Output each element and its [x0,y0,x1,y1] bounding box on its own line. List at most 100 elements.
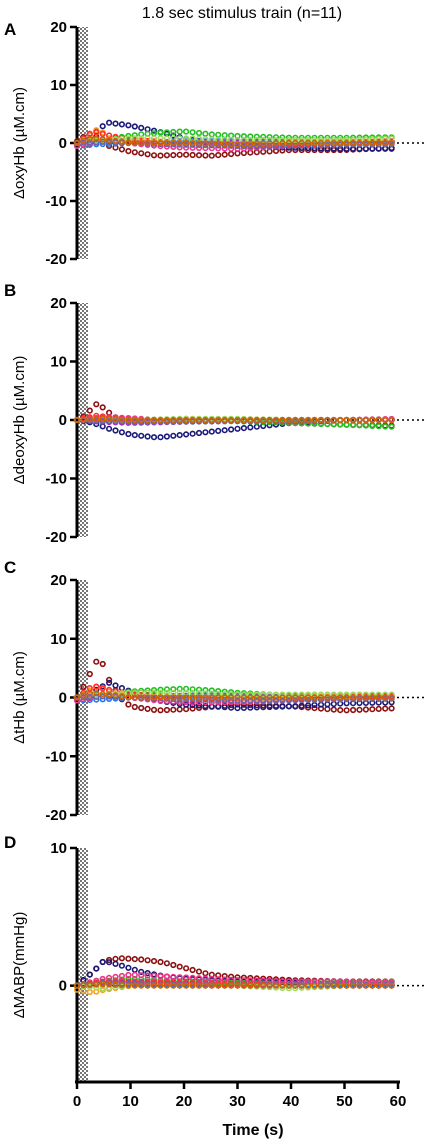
data-point [311,982,318,989]
data-point [260,982,267,989]
y-tick-label: 20 [50,572,67,589]
data-point [163,152,170,159]
data-point [324,142,331,149]
y-axis-label: ΔoxyHb (µM.cm) [11,87,28,199]
data-point [208,131,215,138]
data-point [93,683,100,690]
data-point [176,982,183,989]
data-point [266,697,273,704]
data-point [157,129,164,136]
data-point [125,416,132,424]
data-point [112,981,119,989]
data-point [362,978,370,986]
data-point [144,416,151,424]
data-point [356,139,363,147]
data-point [337,139,344,147]
data-point [350,416,357,424]
data-point [311,694,318,701]
data-point [279,140,286,147]
data-point [86,687,93,694]
data-point [163,129,170,136]
data-point [150,982,158,989]
data-point [157,434,164,441]
data-point [260,140,267,147]
y-tick-label: 0 [59,690,67,707]
data-point [260,142,267,149]
data-point [369,422,376,430]
data-point [292,985,299,992]
data-point [93,416,100,423]
data-point [292,691,299,698]
data-point [131,139,138,147]
data-point [215,690,222,698]
data-point [118,972,125,980]
data-point [350,982,357,989]
data-point [189,430,196,437]
data-point [330,694,337,701]
data-point [105,137,113,144]
data-point [330,982,337,989]
data-point [272,691,280,698]
data-point [253,704,260,711]
data-point [138,150,145,157]
data-point [125,122,132,129]
data-point [388,705,395,712]
data-point [138,982,145,989]
data-point [253,982,260,989]
data-point [221,151,228,158]
data-point [80,683,87,691]
data-point [118,690,125,697]
data-point [375,982,382,989]
data-point [99,981,106,988]
data-point [73,142,81,149]
data-point [176,694,183,701]
data-point [99,685,106,692]
data-point [369,706,376,713]
data-point [272,140,280,147]
y-axis-label: ΔtHb (µM.cm) [11,651,28,744]
data-point [343,694,350,701]
data-point [266,982,273,989]
data-point [112,955,119,963]
panel-letter-C: C [4,558,16,577]
x-tick-label: 20 [176,1093,193,1110]
data-point [195,696,203,703]
data-point [272,142,280,149]
data-point [272,697,280,704]
y-axis-label: ΔMABP(mmHg) [11,912,28,1019]
data-point [131,416,138,424]
data-point [80,692,87,699]
data-point [285,142,293,149]
data-point [202,152,209,159]
data-point [356,694,363,701]
y-tick-label: 0 [59,978,67,995]
data-point [138,139,145,147]
data-point [86,136,93,143]
data-point [337,706,344,714]
data-point [176,974,183,981]
data-point [330,416,337,424]
data-point [234,982,241,989]
y-tick-label: 10 [50,631,67,648]
data-point [285,703,293,710]
data-point [279,142,286,149]
data-point [221,697,228,704]
data-point [343,139,350,147]
data-point [311,416,318,424]
data-point [99,660,106,668]
data-point [202,686,209,694]
data-point [99,123,106,130]
data-point [228,982,235,989]
data-point [285,416,293,424]
data-point [118,982,125,989]
data-point [375,694,382,701]
data-point [183,982,190,989]
data-point [208,428,215,435]
data-point [170,128,177,136]
series-10 [73,690,395,701]
data-point [105,959,113,966]
data-point [183,431,190,438]
data-point [362,706,370,713]
y-tick-label: 10 [50,840,67,857]
data-point [131,982,138,989]
